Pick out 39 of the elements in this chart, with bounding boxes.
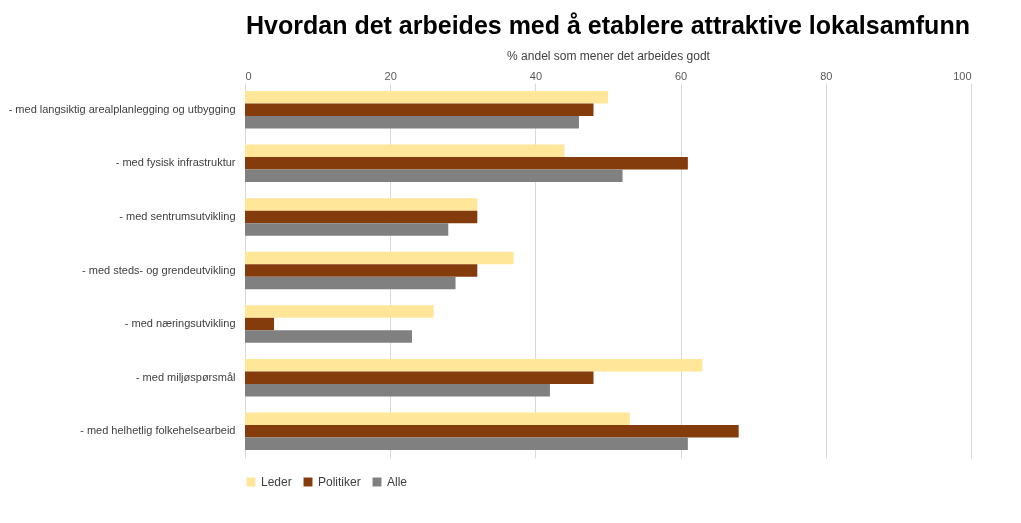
y-tick-label: - med sentrumsutvikling [119, 209, 236, 222]
y-tick-label: - med miljøspørsmål [135, 370, 236, 383]
bar [245, 330, 412, 343]
y-tick-label: - med helhetlig folkehelsearbeid [80, 424, 236, 437]
bar [245, 251, 514, 265]
bar [245, 157, 688, 170]
bar [245, 103, 594, 117]
y-tick-label: - med fysisk infrastruktur [115, 156, 236, 169]
bar [245, 424, 739, 438]
bar [245, 264, 478, 277]
bar [245, 437, 688, 450]
x-tick-label: 100 [953, 69, 972, 82]
legend-label: Leder [261, 475, 292, 489]
legend-label: Politiker [318, 475, 361, 489]
y-tick-label: - med langsiktig arealplanlegging og utbygging [8, 102, 236, 115]
x-tick-label: 40 [529, 69, 543, 82]
bar [245, 371, 594, 384]
bar [245, 198, 478, 211]
y-tick-label: - med næringsutvikling [124, 317, 236, 330]
x-axis-title: % andel som mener det arbeides godt [507, 48, 711, 63]
bar [245, 276, 456, 290]
bar [245, 223, 449, 236]
x-tick-label: 80 [820, 69, 833, 82]
legend-label: Alle [387, 475, 408, 489]
bar [245, 116, 579, 129]
bar [245, 210, 478, 224]
bar [245, 144, 565, 158]
bar [245, 317, 275, 331]
chart-title: Hvordan det arbeides med å etablere attraktive lokalsamfunn [246, 11, 970, 39]
bar [245, 383, 550, 397]
bar [245, 305, 434, 318]
bar [245, 169, 623, 183]
y-tick-label: - med steds- og grendeutvikling [82, 263, 236, 276]
x-tick-label: 20 [384, 69, 397, 82]
bar [245, 358, 703, 372]
x-tick-label: 60 [674, 69, 688, 82]
bar [245, 412, 630, 425]
x-tick-label: 0 [245, 69, 252, 82]
bar [245, 91, 608, 104]
